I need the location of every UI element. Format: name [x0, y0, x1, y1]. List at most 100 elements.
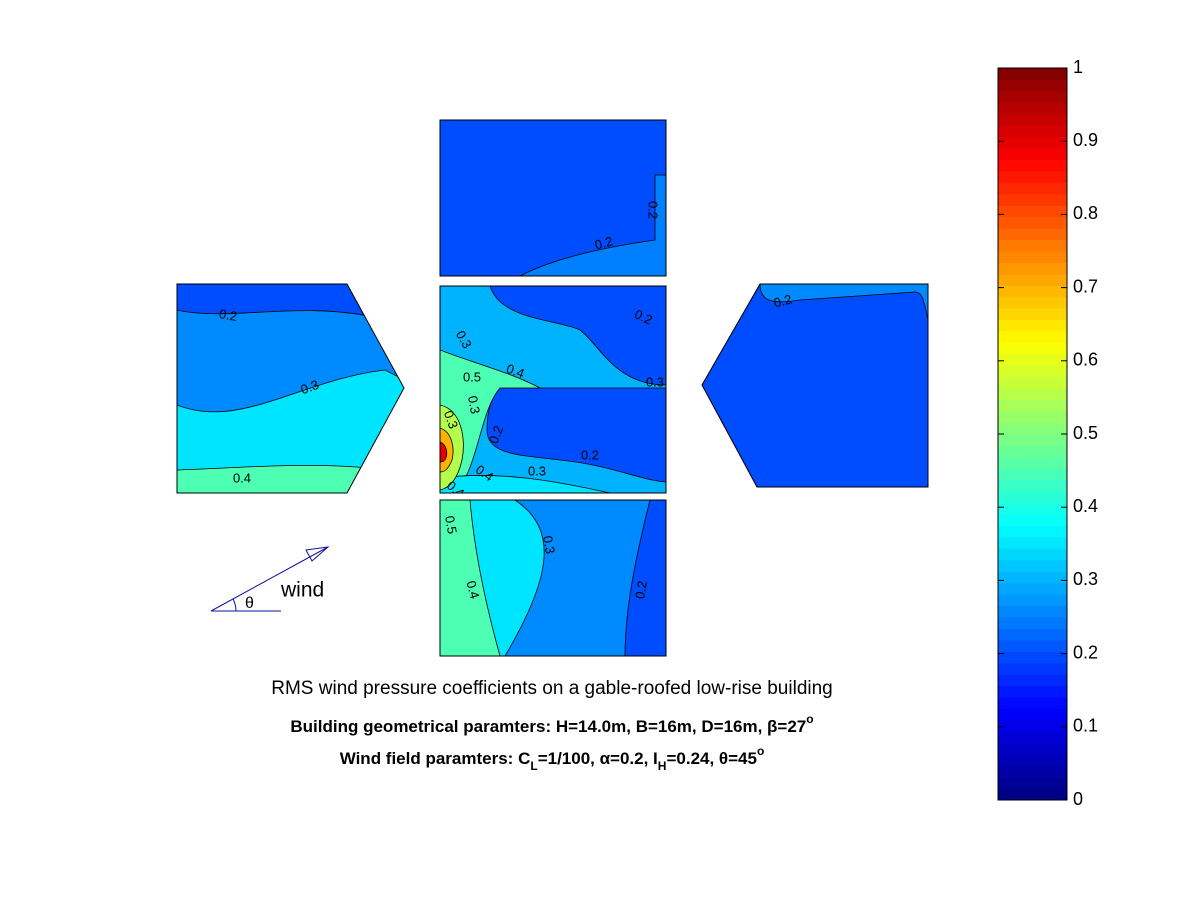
contour-label: 0.2 [218, 306, 238, 324]
colorbar-band [998, 296, 1067, 309]
contour-region [702, 284, 928, 487]
colorbar-tick-label: 0.7 [1073, 276, 1098, 296]
colorbar-band [998, 651, 1067, 664]
colorbar-band [998, 765, 1067, 778]
colorbar-band [998, 113, 1067, 126]
contour-region [440, 441, 448, 463]
colorbar-band [998, 353, 1067, 366]
colorbar-band [998, 582, 1067, 595]
colorbar-tick-label: 0 [1073, 789, 1083, 809]
colorbar-band [998, 536, 1067, 549]
contour-label: 0.3 [465, 395, 483, 415]
panel-outline [439, 119, 667, 277]
colorbar-tick-label: 0.9 [1073, 130, 1098, 150]
colorbar-band [998, 514, 1067, 526]
contour-label: 0.4 [504, 361, 526, 381]
colorbar-band [998, 239, 1067, 252]
subtitle-part: =0.24, θ=45 [666, 749, 757, 768]
colorbar-band [998, 594, 1067, 607]
panel: 0.5 0.4 0.3 0.2 [440, 500, 666, 656]
colorbar-tick-label: 0.4 [1073, 496, 1098, 516]
contour-label: 0.2 [486, 424, 506, 446]
wind-label: wind [280, 579, 324, 602]
colorbar-band [998, 571, 1067, 584]
colorbar-band [998, 639, 1067, 652]
panel-outline [176, 283, 405, 494]
colorbar-band [998, 674, 1067, 687]
colorbar-band [998, 468, 1067, 481]
colorbar-band [998, 742, 1067, 755]
wind-angle-arc [232, 598, 237, 612]
colorbar-band [998, 502, 1067, 515]
colorbar-band [998, 777, 1067, 790]
contour-region [489, 286, 666, 386]
subtitle-part: o [806, 712, 813, 726]
colorbar-band [998, 617, 1067, 629]
panel-outline [701, 283, 929, 488]
panel: 0.2 0.3 0.4 [177, 284, 404, 493]
chart-title: RMS wind pressure coefficients on a gabl… [271, 678, 833, 699]
colorbar-band [998, 456, 1067, 469]
colorbar-band [998, 90, 1067, 103]
contour-region [440, 120, 666, 276]
colorbar-band [998, 662, 1067, 675]
contour-label: 0.3 [646, 374, 664, 389]
contour-region [624, 500, 666, 656]
colorbar-tick-label: 0.8 [1073, 203, 1098, 223]
colorbar-band [998, 273, 1067, 286]
contour-label: 0.2 [581, 447, 599, 462]
contour-region [177, 369, 404, 493]
colorbar-band [998, 216, 1067, 229]
colorbar-tick-label: 0.1 [1073, 716, 1098, 736]
contour-region [759, 284, 928, 321]
colorbar-band [998, 754, 1067, 767]
colorbar-band [998, 376, 1067, 389]
colorbar-band [998, 159, 1067, 172]
colorbar-band [998, 319, 1067, 332]
subtitle: Wind field paramters: CL=1/100, α=0.2, I… [340, 744, 765, 773]
colorbar-band [998, 148, 1067, 160]
wind-indicator [210, 546, 330, 612]
subtitle-part: H [658, 759, 667, 773]
panel-outline [439, 499, 667, 657]
colorbar-band [998, 136, 1067, 149]
colorbar-band [998, 68, 1067, 80]
contour-label: 0.3 [299, 377, 321, 397]
colorbar-band [998, 731, 1067, 744]
colorbar-band [998, 548, 1067, 561]
colorbar-band [998, 788, 1067, 801]
contour-region [177, 465, 371, 493]
colorbar-band [998, 445, 1067, 458]
contour-label: 0.2 [772, 291, 793, 310]
colorbar-band [998, 262, 1067, 275]
colorbar-tick-label: 0.6 [1073, 350, 1098, 370]
colorbar-band [998, 228, 1067, 241]
colorbar-band [998, 697, 1067, 709]
colorbar-band [998, 331, 1067, 343]
colorbar-band [998, 251, 1067, 263]
colorbar-tick-label: 0.3 [1073, 569, 1098, 589]
contour-label: 0.2 [593, 233, 614, 252]
subtitle-part: Building geometrical paramters: H=14.0m,… [290, 717, 806, 736]
subtitle: Building geometrical paramters: H=14.0m,… [290, 712, 813, 736]
subtitle-part: L [530, 759, 537, 773]
contour-label: 0.3 [441, 409, 461, 431]
colorbar-band [998, 422, 1067, 435]
colorbar-band [998, 182, 1067, 195]
colorbar-band [998, 285, 1067, 298]
colorbar-band [998, 193, 1067, 206]
subtitle-part: o [757, 744, 764, 758]
contour-region [519, 174, 666, 276]
colorbar-band [998, 434, 1067, 446]
colorbar-band [998, 125, 1067, 138]
colorbar-band [998, 205, 1067, 218]
colorbar-band [998, 388, 1067, 401]
colorbar-band [998, 628, 1067, 641]
colorbar-band [998, 365, 1067, 378]
wind-arrow [210, 546, 329, 612]
colorbar-band [998, 525, 1067, 538]
colorbar-band [998, 170, 1067, 183]
colorbar-tick-label: 0.2 [1073, 642, 1098, 662]
panel: 0.2 [702, 284, 928, 487]
